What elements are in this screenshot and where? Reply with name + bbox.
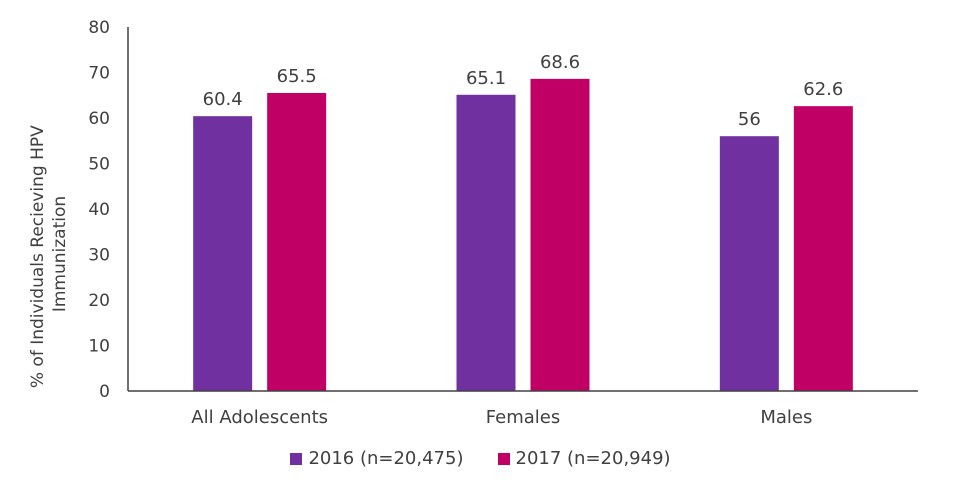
bar [530, 78, 590, 392]
y-axis-label-line-2: Immunization [50, 196, 70, 312]
bars [193, 78, 853, 392]
bar [193, 116, 253, 392]
data-label: 56 [738, 109, 761, 130]
y-tick-label: 30 [88, 246, 110, 266]
bar [719, 136, 779, 391]
bar [267, 92, 327, 391]
x-axis-ticks: All Adolescents Females Males [191, 407, 812, 428]
legend-label-2017: 2017 (n=20,949) [515, 448, 671, 469]
y-tick-label: 50 [88, 155, 110, 175]
y-tick-label: 0 [99, 382, 110, 402]
x-tick-label: Males [760, 407, 812, 428]
data-labels: 60.4 65.5 65.1 68.6 56 62.6 [203, 52, 844, 130]
data-label: 60.4 [203, 89, 243, 110]
y-axis-label-line-1: % of Individuals Recieving HPV [28, 125, 48, 388]
x-tick-label: All Adolescents [191, 407, 328, 428]
legend-swatch-2017 [497, 452, 510, 465]
bar [793, 106, 853, 392]
x-tick-label: Females [486, 407, 560, 428]
data-label: 68.6 [540, 52, 580, 73]
y-axis-ticks: 0 10 20 30 40 50 60 70 80 [88, 18, 110, 402]
data-label: 65.5 [277, 66, 317, 87]
y-tick-label: 10 [88, 337, 110, 357]
y-tick-label: 40 [88, 200, 110, 220]
legend-swatch-2016 [290, 452, 303, 465]
legend: 2016 (n=20,475) 2017 (n=20,949) [0, 448, 961, 469]
y-tick-label: 20 [88, 291, 110, 311]
legend-item-2016: 2016 (n=20,475) [290, 448, 464, 469]
data-label: 65.1 [466, 68, 506, 89]
data-label: 62.6 [803, 79, 843, 100]
legend-item-2017: 2017 (n=20,949) [497, 448, 671, 469]
y-tick-label: 60 [88, 109, 110, 129]
y-tick-label: 80 [88, 18, 110, 38]
y-tick-label: 70 [88, 64, 110, 84]
y-axis-label: % of Individuals Recieving HPV Immunizat… [28, 120, 70, 388]
bar [456, 94, 516, 392]
legend-label-2016: 2016 (n=20,475) [308, 448, 464, 469]
